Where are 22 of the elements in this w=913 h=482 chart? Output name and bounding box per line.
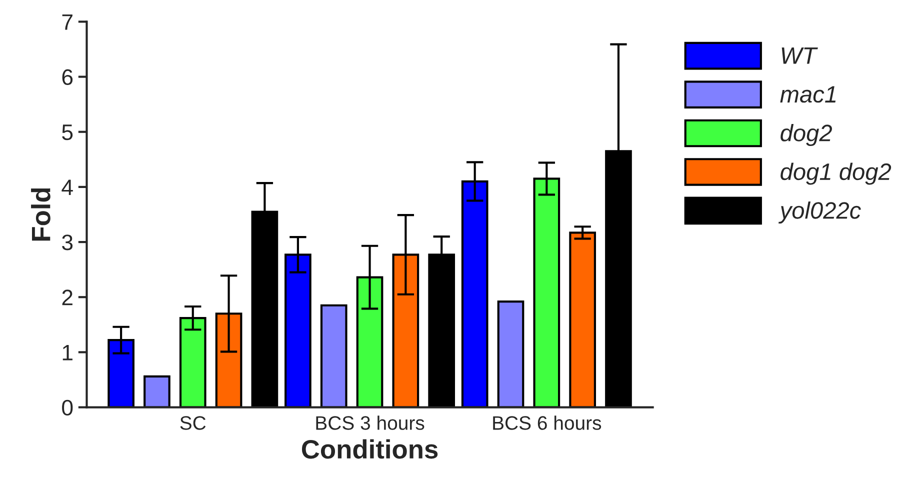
y-axis-title: Fold (31, 188, 50, 241)
y-tick-label: 6 (62, 69, 73, 86)
legend-label: dog1 dog2 (780, 162, 892, 185)
y-tick-label: 2 (62, 290, 72, 306)
y-tick-label: 1 (62, 344, 72, 360)
y-tick-label: 4 (62, 180, 73, 195)
legend-label: mac1 (780, 86, 836, 103)
bar (569, 232, 596, 408)
legend-label: dog2 (780, 124, 832, 146)
legend-label: WT (782, 47, 818, 64)
y-tick-label: 5 (62, 124, 73, 140)
legend-label: yol022c (778, 201, 861, 224)
bar (320, 304, 348, 408)
bar (497, 300, 524, 408)
x-tick-label: BCS 6 hours (493, 416, 602, 430)
y-tick-label: 0 (62, 400, 73, 416)
y-tick-label: 3 (62, 234, 73, 250)
x-tick-label: SC (180, 416, 206, 430)
x-tick-label: BCS 3 hours (316, 416, 424, 430)
y-tick-label: 7 (62, 14, 72, 30)
bar (144, 375, 170, 408)
x-axis-title: Conditions (302, 439, 438, 459)
